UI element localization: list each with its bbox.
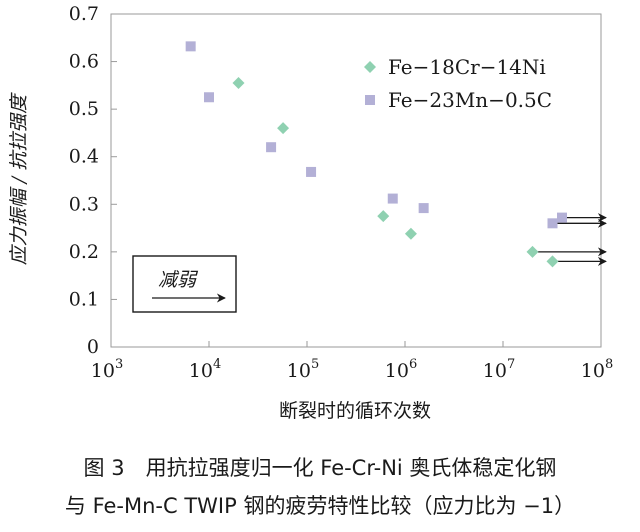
data-point-fe-mn-c <box>306 166 317 177</box>
data-point-fe-cr-ni <box>277 122 290 135</box>
data-point-fe-cr-ni <box>404 227 417 240</box>
data-point-fe-cr-ni <box>232 76 245 89</box>
x-axis-label: 断裂时的循环次数 <box>279 400 431 422</box>
legend-label: Fe−18Cr−14Ni <box>388 55 546 79</box>
x-tick-label: 104 <box>189 357 221 382</box>
legend: Fe−18Cr−14Ni Fe−23Mn−0.5C <box>364 55 552 112</box>
y-tick-label: 0.5 <box>69 98 99 120</box>
annotation-label: 减弱 <box>158 269 199 291</box>
weakening-annotation: 减弱 <box>132 255 237 313</box>
figure-caption-line-1: 图 3 用抗拉强度归一化 Fe-Cr-Ni 奥氏体稳定化钢 <box>83 456 557 480</box>
y-tick-label: 0.4 <box>69 146 99 168</box>
legend-marker-fe-mn-c <box>365 95 375 105</box>
fatigue-scatter-chart: 应力振幅 / 抗拉强度 断裂时的循环次数 0 0.1 0.2 0.3 0.4 0.5 0.6… <box>8 3 613 422</box>
legend-label: Fe−23Mn−0.5C <box>388 88 552 112</box>
data-point-fe-mn-c <box>204 92 214 103</box>
x-tick-label: 103 <box>91 357 123 382</box>
y-tick-label: 0.6 <box>69 51 99 73</box>
y-tick-label: 0 <box>87 336 99 358</box>
y-tick-label: 0.3 <box>69 193 99 215</box>
data-point-fe-mn-c <box>185 41 196 52</box>
y-tick-label: 0.2 <box>69 241 99 263</box>
legend-marker-fe-cr-ni <box>364 61 376 73</box>
y-tick-label: 0.7 <box>69 3 99 25</box>
figure-caption-line-2: 与 Fe-Mn-C TWIP 钢的疲劳特性比较（应力比为 −1） <box>64 494 576 518</box>
data-point-fe-mn-c <box>387 193 398 204</box>
annotation-box <box>132 255 237 313</box>
data-point-fe-mn-c <box>547 218 558 229</box>
data-point-fe-mn-c <box>266 142 277 153</box>
data-point-fe-cr-ni <box>377 210 390 223</box>
data-point-fe-cr-ni <box>526 245 539 258</box>
data-point-fe-cr-ni <box>546 255 559 268</box>
x-tick-label: 105 <box>287 357 319 382</box>
x-tick-label: 108 <box>581 357 613 382</box>
data-point-fe-mn-c <box>418 203 429 214</box>
y-axis-label: 应力振幅 / 抗拉强度 <box>8 92 30 265</box>
y-tick-label: 0.1 <box>69 288 99 310</box>
x-tick-label: 106 <box>385 357 417 382</box>
data-point-fe-mn-c <box>557 212 568 223</box>
x-tick-label: 107 <box>483 357 515 382</box>
plot-area <box>110 13 602 348</box>
